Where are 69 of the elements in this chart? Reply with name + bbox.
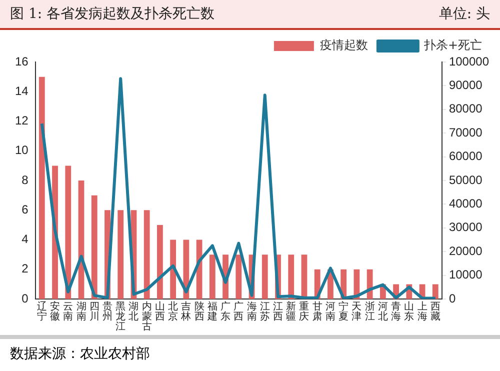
y2-tick-label: 10000 — [448, 268, 483, 282]
y2-tick-label: 100000 — [448, 54, 490, 68]
x-tick-label: 青海 — [391, 300, 402, 323]
y2-tick-label: 80000 — [448, 102, 483, 116]
bar — [288, 254, 294, 299]
x-tick-label: 四川 — [89, 302, 100, 323]
bar — [432, 284, 438, 299]
legend-label: 扑杀+死亡 — [422, 38, 482, 52]
x-tick-label: 浙江 — [364, 300, 375, 323]
x-tick-label: 云南 — [63, 302, 74, 323]
x-tick-label: 吉林 — [180, 300, 192, 323]
x-tick-label: 上海 — [417, 300, 428, 323]
bar — [144, 210, 150, 299]
x-tick-label: 河北 — [378, 300, 388, 323]
bar — [236, 254, 242, 299]
chart-title: 图 1: 各省发病起数及扑杀死亡数 — [10, 5, 215, 23]
x-tick-label: 内蒙古 — [142, 300, 152, 333]
y2-tick-label: 60000 — [448, 149, 483, 164]
x-tick-label: 西藏 — [430, 302, 440, 323]
bar — [157, 224, 163, 299]
x-tick-label: 江西 — [273, 300, 283, 323]
y-tick-label: 12 — [14, 114, 29, 128]
x-tick-label: 湖北 — [128, 300, 139, 323]
x-tick-label: 江苏 — [260, 300, 270, 323]
x-tick-label: 天津 — [352, 302, 362, 323]
x-tick-label: 甘肃 — [312, 300, 322, 323]
bar — [209, 254, 216, 299]
bar — [38, 76, 45, 299]
y2-tick-label: 0 — [448, 291, 456, 306]
x-tick-label: 陕西 — [194, 300, 204, 323]
source-note: 数据来源：农业农村部 — [0, 335, 500, 369]
y2-tick-label: 70000 — [448, 125, 483, 140]
x-tick-label: 辽宁 — [36, 300, 47, 323]
x-tick-label: 湖南 — [76, 300, 86, 323]
x-tick-label: 广西 — [234, 300, 244, 323]
chart-subtitle: 单位: 头 — [438, 5, 490, 23]
y-tick-label: 10 — [14, 143, 29, 158]
x-tick-label: 贵州 — [102, 300, 112, 323]
x-tick-label: 山西 — [154, 300, 165, 323]
bar — [91, 195, 98, 299]
x-tick-label: 广东 — [220, 300, 231, 323]
x-tick-label: 海南 — [246, 300, 257, 323]
x-tick-label: 宁夏 — [338, 300, 349, 323]
y2-tick-label: 20000 — [448, 244, 483, 258]
y-tick-label: 2 — [22, 262, 29, 276]
x-tick-label: 黑龙江 — [116, 302, 126, 333]
x-tick-label: 安徽 — [50, 300, 60, 323]
y-tick-label: 16 — [14, 54, 29, 68]
y2-tick-label: 50000 — [448, 172, 483, 187]
y2-tick-label: 90000 — [448, 78, 483, 92]
x-tick-label: 重庆 — [299, 300, 310, 323]
bar — [118, 210, 124, 299]
x-tick-label: 新疆 — [286, 300, 296, 323]
x-tick-label: 河南 — [325, 300, 336, 323]
x-tick-label: 福建 — [206, 300, 218, 323]
bar — [196, 240, 202, 299]
y-tick-label: 0 — [22, 291, 29, 306]
legend-label: 疫情起数 — [320, 38, 368, 52]
y2-tick-label: 30000 — [448, 220, 483, 234]
bar — [170, 240, 176, 299]
bar — [262, 254, 268, 299]
x-tick-label: 北京 — [168, 300, 178, 323]
y-tick-label: 6 — [22, 202, 29, 216]
x-tick-label: 山东 — [404, 300, 414, 323]
y2-tick-label: 40000 — [448, 196, 483, 211]
y-tick-label: 8 — [22, 172, 29, 187]
y-tick-label: 4 — [22, 232, 29, 246]
y-tick-label: 14 — [14, 84, 29, 98]
bar — [65, 166, 72, 299]
